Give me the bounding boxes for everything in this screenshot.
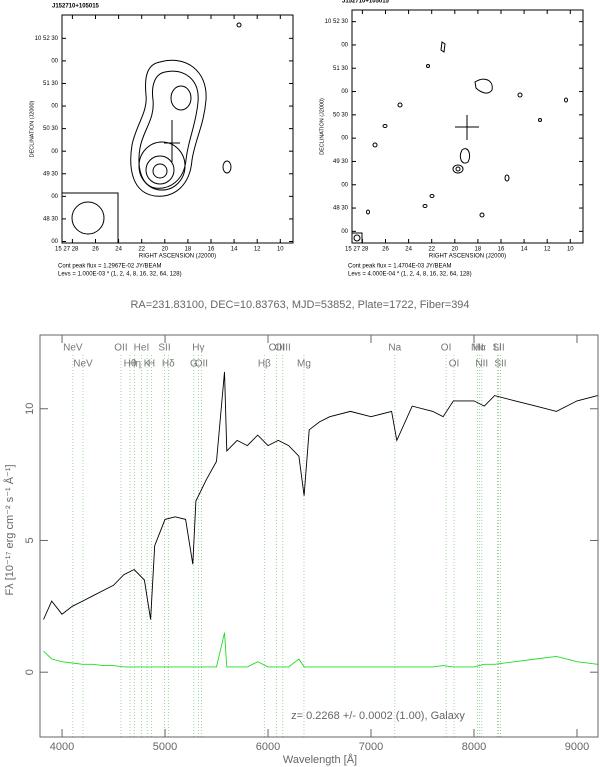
y-tick-label: 00 bbox=[51, 104, 58, 110]
y-tick-label: 48 30 bbox=[43, 216, 59, 222]
y-axis-label: DECLINATION (J2000) bbox=[29, 100, 35, 157]
y-tick-label: 0 bbox=[24, 669, 36, 675]
note: Cont peak flux = 1.4704E-03 JY/BEAM bbox=[348, 264, 452, 270]
x-tick-label: 24 bbox=[405, 247, 412, 253]
line-label: OII bbox=[195, 359, 208, 370]
annotation: z= 0.2268 +/- 0.0002 (1.00), Galaxy bbox=[291, 710, 465, 722]
y-tick-label: 00 bbox=[341, 229, 348, 235]
line-label: OIII bbox=[269, 343, 285, 354]
x-tick-label: 12 bbox=[254, 247, 261, 253]
x-tick-label: 26 bbox=[92, 247, 99, 253]
line-label: Hβ bbox=[258, 359, 271, 370]
line-label: NeV bbox=[63, 343, 83, 354]
y-tick-label: 50 30 bbox=[43, 126, 59, 132]
y-tick-label: 00 bbox=[51, 194, 58, 200]
line-label: OIII bbox=[275, 343, 291, 354]
spectrum-line bbox=[43, 632, 598, 668]
x-tick-label: 10 bbox=[567, 247, 574, 253]
x-tick-label: 20 bbox=[161, 247, 168, 253]
y-axis-label: Fλ [10⁻¹⁷ erg cm⁻² s⁻¹ Å⁻¹] bbox=[3, 464, 16, 595]
contours-left bbox=[61, 22, 242, 244]
y-tick-label: 51 30 bbox=[43, 81, 59, 87]
panel-title: J152710+105015 bbox=[52, 4, 100, 10]
y-tick-label: 00 bbox=[51, 149, 58, 155]
note: Cont peak flux = 1.2967E-02 JY/BEAM bbox=[58, 264, 162, 270]
x-tick-label: 7000 bbox=[359, 741, 383, 753]
x-tick-label: 22 bbox=[428, 247, 435, 253]
line-label: OI bbox=[441, 343, 452, 354]
line-label: Hδ bbox=[162, 359, 175, 370]
x-tick-label: 12 bbox=[544, 247, 551, 253]
x-tick-label: 10 bbox=[277, 247, 284, 253]
y-tick-label: 00 bbox=[341, 89, 348, 95]
line-label: HeI bbox=[134, 343, 150, 354]
x-tick-label: 15 27 28 bbox=[55, 247, 79, 253]
y-tick-label: 51 30 bbox=[333, 66, 349, 72]
y-tick-label: 50 30 bbox=[333, 112, 349, 118]
line-label: OII bbox=[114, 343, 127, 354]
line-label: G bbox=[190, 359, 198, 370]
y-tick-label: 49 30 bbox=[333, 159, 349, 165]
line-label: K bbox=[144, 359, 151, 370]
y-tick-label: 10 52 30 bbox=[35, 36, 59, 42]
y-tick-label: 00 bbox=[341, 43, 348, 49]
line-label: SII bbox=[158, 343, 170, 354]
line-label: Hγ bbox=[192, 343, 204, 354]
y-tick-label: 00 bbox=[341, 182, 348, 188]
contours-right bbox=[351, 41, 568, 244]
spectrum-title: RA=231.83100, DEC=10.83763, MJD=53852, P… bbox=[130, 299, 469, 311]
y-tick-label: 00 bbox=[51, 58, 58, 64]
line-label: Hα bbox=[473, 343, 486, 354]
x-tick-label: 5000 bbox=[153, 741, 177, 753]
x-tick-label: 14 bbox=[231, 247, 238, 253]
line-label: Li bbox=[494, 343, 502, 354]
line-label: NeV bbox=[73, 359, 93, 370]
panel-title: J152710+105015 bbox=[342, 0, 390, 5]
y-tick-label: 5 bbox=[24, 537, 36, 543]
y-tick-label: 10 52 30 bbox=[325, 19, 349, 25]
line-label: SII bbox=[494, 359, 506, 370]
line-label: OI bbox=[449, 359, 460, 370]
x-tick-label: 18 bbox=[475, 247, 482, 253]
x-tick-label: 16 bbox=[498, 247, 505, 253]
x-tick-label: 24 bbox=[115, 247, 122, 253]
x-tick-label: 4000 bbox=[50, 741, 74, 753]
line-label: Hθ bbox=[124, 359, 137, 370]
line-label: Hη bbox=[128, 359, 141, 370]
y-tick-label: 10 bbox=[24, 403, 36, 415]
line-label: NII bbox=[475, 359, 488, 370]
line-label: SII bbox=[492, 343, 504, 354]
line-label: H bbox=[148, 359, 155, 370]
frame bbox=[39, 334, 599, 738]
x-tick-label: 16 bbox=[208, 247, 215, 253]
x-tick-label: 20 bbox=[451, 247, 458, 253]
line-label: Mg bbox=[297, 359, 311, 370]
y-tick-label: 48 30 bbox=[333, 206, 349, 212]
x-tick-label: 15 27 28 bbox=[345, 247, 369, 253]
x-axis-label: RIGHT ASCENSION (J2000) bbox=[139, 254, 216, 260]
y-tick-label: 00 bbox=[341, 136, 348, 142]
line-label: Na bbox=[388, 343, 401, 354]
note: Levs = 1.000E-03 * (1, 2, 4, 8, 16, 32, … bbox=[58, 272, 182, 278]
x-tick-label: 22 bbox=[138, 247, 145, 253]
frame bbox=[351, 9, 584, 244]
x-axis-label: RIGHT ASCENSION (J2000) bbox=[429, 254, 506, 260]
x-tick-label: 8000 bbox=[462, 741, 486, 753]
note: Levs = 4.000E-04 * (1, 2, 4, 8, 16, 32, … bbox=[348, 272, 472, 278]
y-tick-label: 49 30 bbox=[43, 171, 59, 177]
x-tick-label: 6000 bbox=[256, 741, 280, 753]
x-axis-label: Wavelength [Å] bbox=[283, 753, 357, 766]
y-tick-label: 00 bbox=[51, 239, 58, 245]
x-tick-label: 14 bbox=[521, 247, 528, 253]
y-axis-label: DECLINATION (J2000) bbox=[319, 98, 325, 155]
x-tick-label: 26 bbox=[382, 247, 389, 253]
x-tick-label: 18 bbox=[185, 247, 192, 253]
line-label: NII bbox=[471, 343, 484, 354]
x-tick-label: 9000 bbox=[565, 741, 589, 753]
frame bbox=[61, 14, 294, 244]
spectrum-line bbox=[43, 371, 598, 620]
